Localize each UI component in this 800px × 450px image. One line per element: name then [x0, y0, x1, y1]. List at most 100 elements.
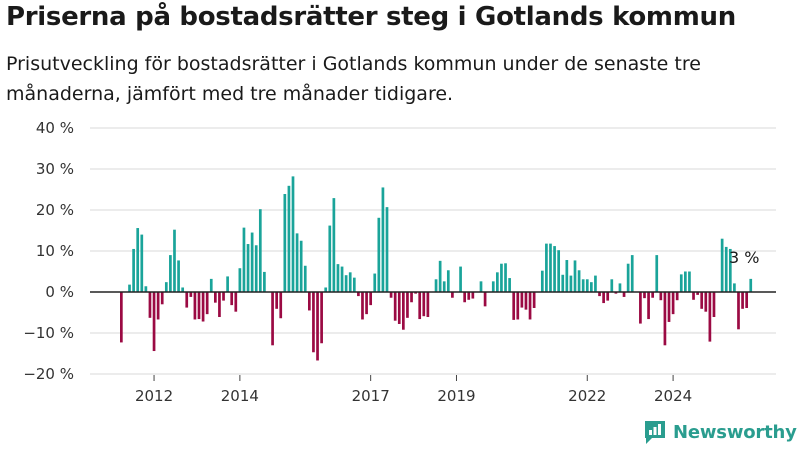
bar	[733, 283, 736, 292]
bar	[700, 292, 704, 309]
bar	[442, 281, 446, 292]
bar	[585, 279, 589, 292]
chart-subtitle: Prisutveckling för bostadsrätter i Gotla…	[6, 53, 701, 105]
bar	[438, 260, 442, 292]
bar	[508, 278, 511, 292]
bar	[332, 198, 336, 292]
bar	[504, 263, 507, 292]
bar	[365, 292, 368, 315]
bar	[132, 248, 135, 292]
bar	[181, 287, 185, 292]
bar	[254, 245, 258, 292]
bar	[303, 265, 307, 292]
newsworthy-logo[interactable]: Newsworthy	[643, 419, 797, 445]
bar	[479, 281, 483, 292]
bar	[189, 292, 193, 297]
bars	[120, 176, 753, 361]
bar	[197, 292, 201, 320]
bar	[263, 271, 266, 292]
bar	[614, 292, 618, 294]
bar	[185, 292, 189, 308]
bar	[671, 292, 675, 315]
bar	[193, 292, 197, 320]
bar	[173, 229, 176, 292]
bar	[324, 287, 328, 292]
bar	[422, 292, 426, 317]
bar	[463, 292, 467, 303]
bar	[573, 260, 577, 292]
bar	[406, 292, 409, 318]
bar	[663, 292, 667, 346]
bar	[639, 292, 642, 324]
bar	[471, 292, 475, 299]
bar	[177, 260, 180, 292]
bar	[410, 292, 413, 303]
bar	[594, 275, 597, 292]
bar	[434, 279, 438, 292]
bar	[622, 292, 626, 297]
y-tick-label: 20 %	[36, 201, 74, 219]
bar	[512, 292, 516, 320]
bar	[144, 286, 148, 292]
bar	[483, 292, 487, 307]
bar	[561, 274, 565, 292]
brand-name: Newsworthy	[673, 421, 797, 443]
bar	[205, 292, 209, 315]
bar	[540, 270, 544, 292]
bar	[201, 292, 205, 322]
bar	[385, 207, 389, 292]
bar	[467, 292, 471, 300]
bar	[496, 272, 499, 292]
bar	[164, 282, 168, 292]
bar	[169, 255, 172, 292]
bar	[361, 292, 364, 320]
bar	[128, 284, 131, 292]
bar	[684, 271, 687, 292]
bar	[336, 264, 340, 292]
bar	[234, 292, 238, 312]
bar	[373, 273, 377, 292]
bar	[271, 292, 274, 346]
bar	[389, 292, 393, 298]
bar	[516, 292, 520, 320]
bar	[381, 187, 385, 292]
bar	[393, 292, 397, 321]
bar	[724, 246, 728, 292]
bar	[230, 292, 234, 306]
bar	[745, 292, 749, 308]
bar	[675, 292, 679, 301]
bar	[545, 243, 548, 292]
bar	[344, 275, 348, 292]
bar	[120, 292, 123, 343]
bar	[577, 270, 581, 292]
x-tick-label: 2019	[437, 387, 475, 405]
bar	[696, 292, 699, 295]
bar	[692, 292, 695, 300]
bar	[218, 292, 221, 318]
bar	[299, 240, 303, 292]
bar	[357, 292, 360, 297]
bar	[242, 227, 246, 292]
bar	[148, 292, 152, 318]
bar	[414, 292, 417, 294]
bar	[275, 292, 279, 309]
bar	[728, 248, 732, 292]
bar	[520, 292, 524, 308]
y-tick-label: 40 %	[36, 119, 74, 137]
x-tick-label: 2022	[568, 387, 606, 405]
bar	[581, 279, 585, 292]
grid-lines	[90, 127, 776, 375]
bar	[328, 225, 332, 292]
bar	[222, 292, 225, 301]
bar	[704, 292, 708, 312]
bar	[569, 275, 573, 292]
bar	[741, 292, 744, 309]
bar	[156, 292, 160, 320]
bar	[451, 292, 454, 298]
bar	[238, 268, 242, 292]
bar	[250, 232, 254, 292]
bar	[655, 255, 659, 292]
bar	[308, 292, 311, 311]
bar	[491, 281, 495, 292]
